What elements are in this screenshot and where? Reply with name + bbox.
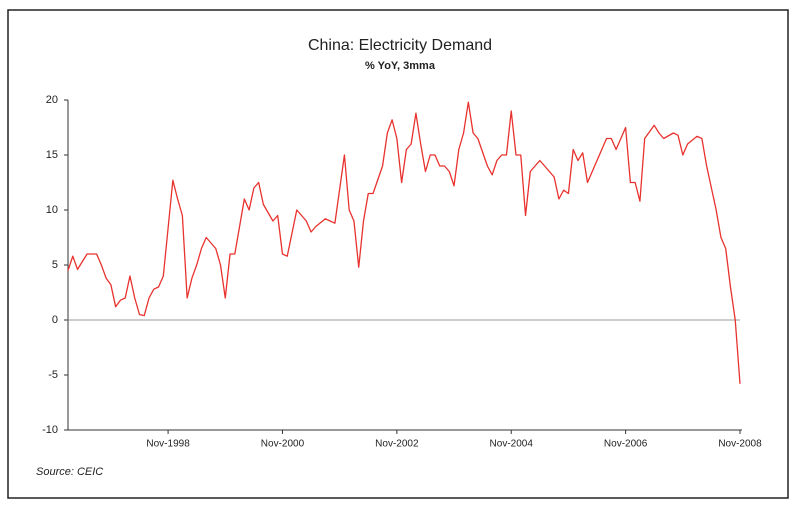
y-tick-label: 15	[46, 149, 58, 161]
x-tick-label: Nov-2006	[604, 439, 648, 450]
x-tick-label: Nov-2004	[490, 439, 534, 450]
x-tick-label: Nov-2008	[718, 439, 762, 450]
frame	[7, 9, 789, 499]
y-tick-label: -10	[42, 424, 58, 436]
source-note: Source: CEIC	[36, 466, 103, 478]
data-line	[67, 101, 741, 384]
y-tick-label: 20	[46, 94, 58, 106]
y-tick-label: 10	[46, 204, 58, 216]
y-tick-label: 0	[52, 314, 58, 326]
x-tick-label: Nov-1998	[146, 439, 190, 450]
x-tick-label: Nov-2000	[261, 439, 305, 450]
y-tick-label: 5	[52, 259, 58, 271]
chart-title: China: Electricity Demand	[308, 37, 492, 54]
x-tick-label: Nov-2002	[375, 439, 419, 450]
chart-subtitle: % YoY, 3mma	[365, 60, 436, 72]
y-tick-label: -5	[48, 369, 58, 381]
